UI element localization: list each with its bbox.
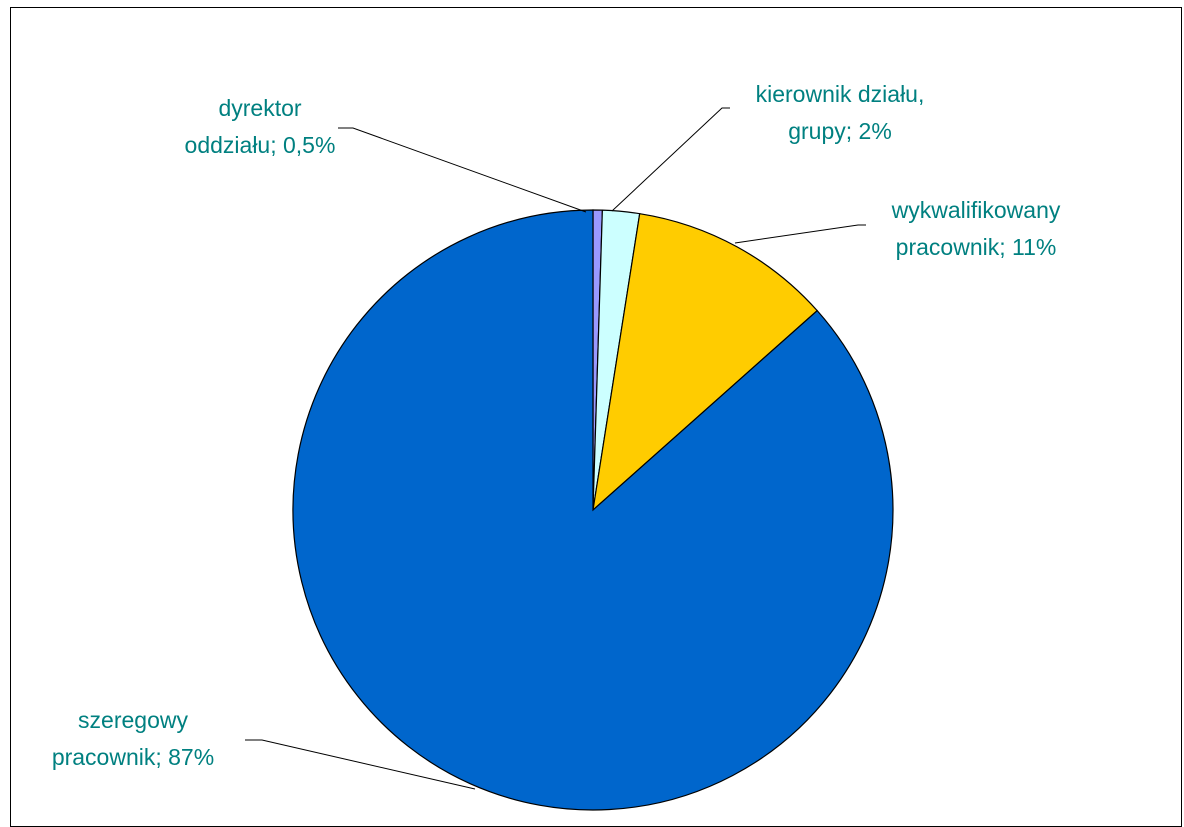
pie-slices [292,209,894,811]
data-label-line: pracownik; 11% [896,234,1057,260]
data-label-line: kierownik działu, [756,81,925,107]
data-label-line: dyrektor [218,95,301,121]
data-label-2: wykwalifikowany pracownik; 11% [891,197,1061,260]
data-label-3: szeregowy pracownik; 87% [52,707,214,770]
data-label-line: szeregowy [78,707,188,733]
leader-line-0 [338,127,587,213]
data-label-line: grupy; 2% [788,118,892,144]
pie-slice-3 [292,209,894,811]
leader-lines [245,107,866,790]
leader-line-2 [734,224,866,244]
pie-slice-2 [592,212,819,512]
leader-line-1 [611,107,730,212]
data-labels: dyrektor oddziału; 0,5% kierownik działu, g… [52,81,1061,770]
data-label-line: pracownik; 87% [52,744,214,770]
data-label-1: kierownik działu, grupy; 2% [756,81,925,144]
data-label-0: dyrektor oddziału; 0,5% [185,95,336,158]
leader-line-3 [245,739,476,790]
data-label-line: wykwalifikowany [891,197,1061,223]
data-label-line: oddziału; 0,5% [185,132,336,158]
